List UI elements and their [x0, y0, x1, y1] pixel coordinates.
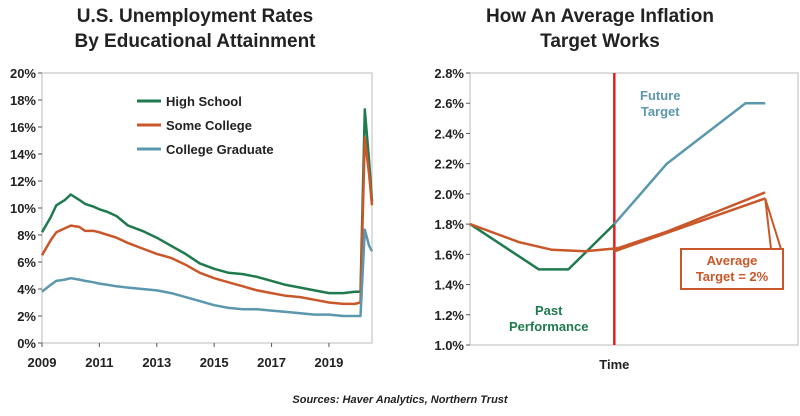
left-y-tick-label: 16% [10, 120, 36, 135]
left-legend-label: High School [166, 94, 242, 109]
right-y-tick-label: 1.6% [434, 247, 464, 262]
left-y-tick-label: 10% [10, 201, 36, 216]
right-annotation-label: Target [641, 104, 680, 119]
left-y-tick-label: 18% [10, 93, 36, 108]
right-y-tick-label: 2.0% [434, 187, 464, 202]
left-x-tick-label: 2017 [257, 355, 286, 370]
left-legend-label: College Graduate [166, 142, 274, 157]
left-x-tick-label: 2011 [85, 355, 113, 370]
right-y-tick-label: 2.2% [434, 157, 464, 172]
right-chart-title: How An Average Inflation Target Works [485, 6, 715, 52]
right-series-line-1 [613, 101, 766, 225]
left-x-tick-label: 2013 [142, 355, 171, 370]
left-x-tick-label: 2019 [314, 355, 343, 370]
left-y-tick-label: 4% [17, 282, 36, 297]
left-y-tick-label: 20% [10, 66, 36, 81]
right-y-tick-label: 1.0% [434, 338, 464, 353]
left-series-line-college-graduate [41, 228, 374, 318]
right-annotation-label: Future [640, 88, 680, 103]
right-annotation-label: Past [535, 303, 563, 318]
left-series-line-some-college [40, 136, 374, 306]
left-series-line-high-school [40, 108, 374, 295]
right-x-axis-label: Time [599, 357, 629, 372]
right-y-tick-label: 1.8% [434, 217, 464, 232]
left-y-tick-label: 0% [17, 336, 36, 351]
right-plot-frame [469, 72, 799, 346]
right-annotation-label: Target = 2% [696, 269, 769, 284]
right-series-line-3 [613, 197, 766, 253]
left-y-tick-label: 2% [17, 309, 36, 324]
right-y-tick-label: 1.2% [434, 308, 464, 323]
right-y-tick-label: 1.4% [434, 278, 464, 293]
right-series-line-2 [469, 191, 766, 253]
callout-box [680, 248, 784, 290]
right-y-tick-label: 2.6% [434, 96, 464, 111]
left-y-tick-label: 8% [17, 228, 36, 243]
right-series-line-0 [469, 223, 616, 271]
right-y-tick-label: 2.8% [434, 66, 464, 81]
left-y-tick-label: 12% [10, 174, 36, 189]
right-y-tick-label: 2.4% [434, 126, 464, 141]
left-y-tick-label: 14% [10, 147, 36, 162]
callout-pointer [764, 198, 783, 250]
left-x-tick-label: 2009 [28, 355, 57, 370]
left-y-tick-label: 6% [17, 255, 36, 270]
right-annotation-label: Average [707, 253, 758, 268]
left-x-tick-label: 2015 [200, 355, 229, 370]
left-legend-label: Some College [166, 118, 252, 133]
left-chart-title: U.S. Unemployment Rates By Educational A… [74, 6, 316, 52]
source-note: Sources: Haver Analytics, Northern Trust [292, 394, 508, 406]
right-annotation-label: Performance [509, 319, 588, 334]
